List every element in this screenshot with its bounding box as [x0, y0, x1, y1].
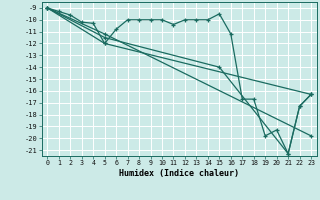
X-axis label: Humidex (Indice chaleur): Humidex (Indice chaleur): [119, 169, 239, 178]
